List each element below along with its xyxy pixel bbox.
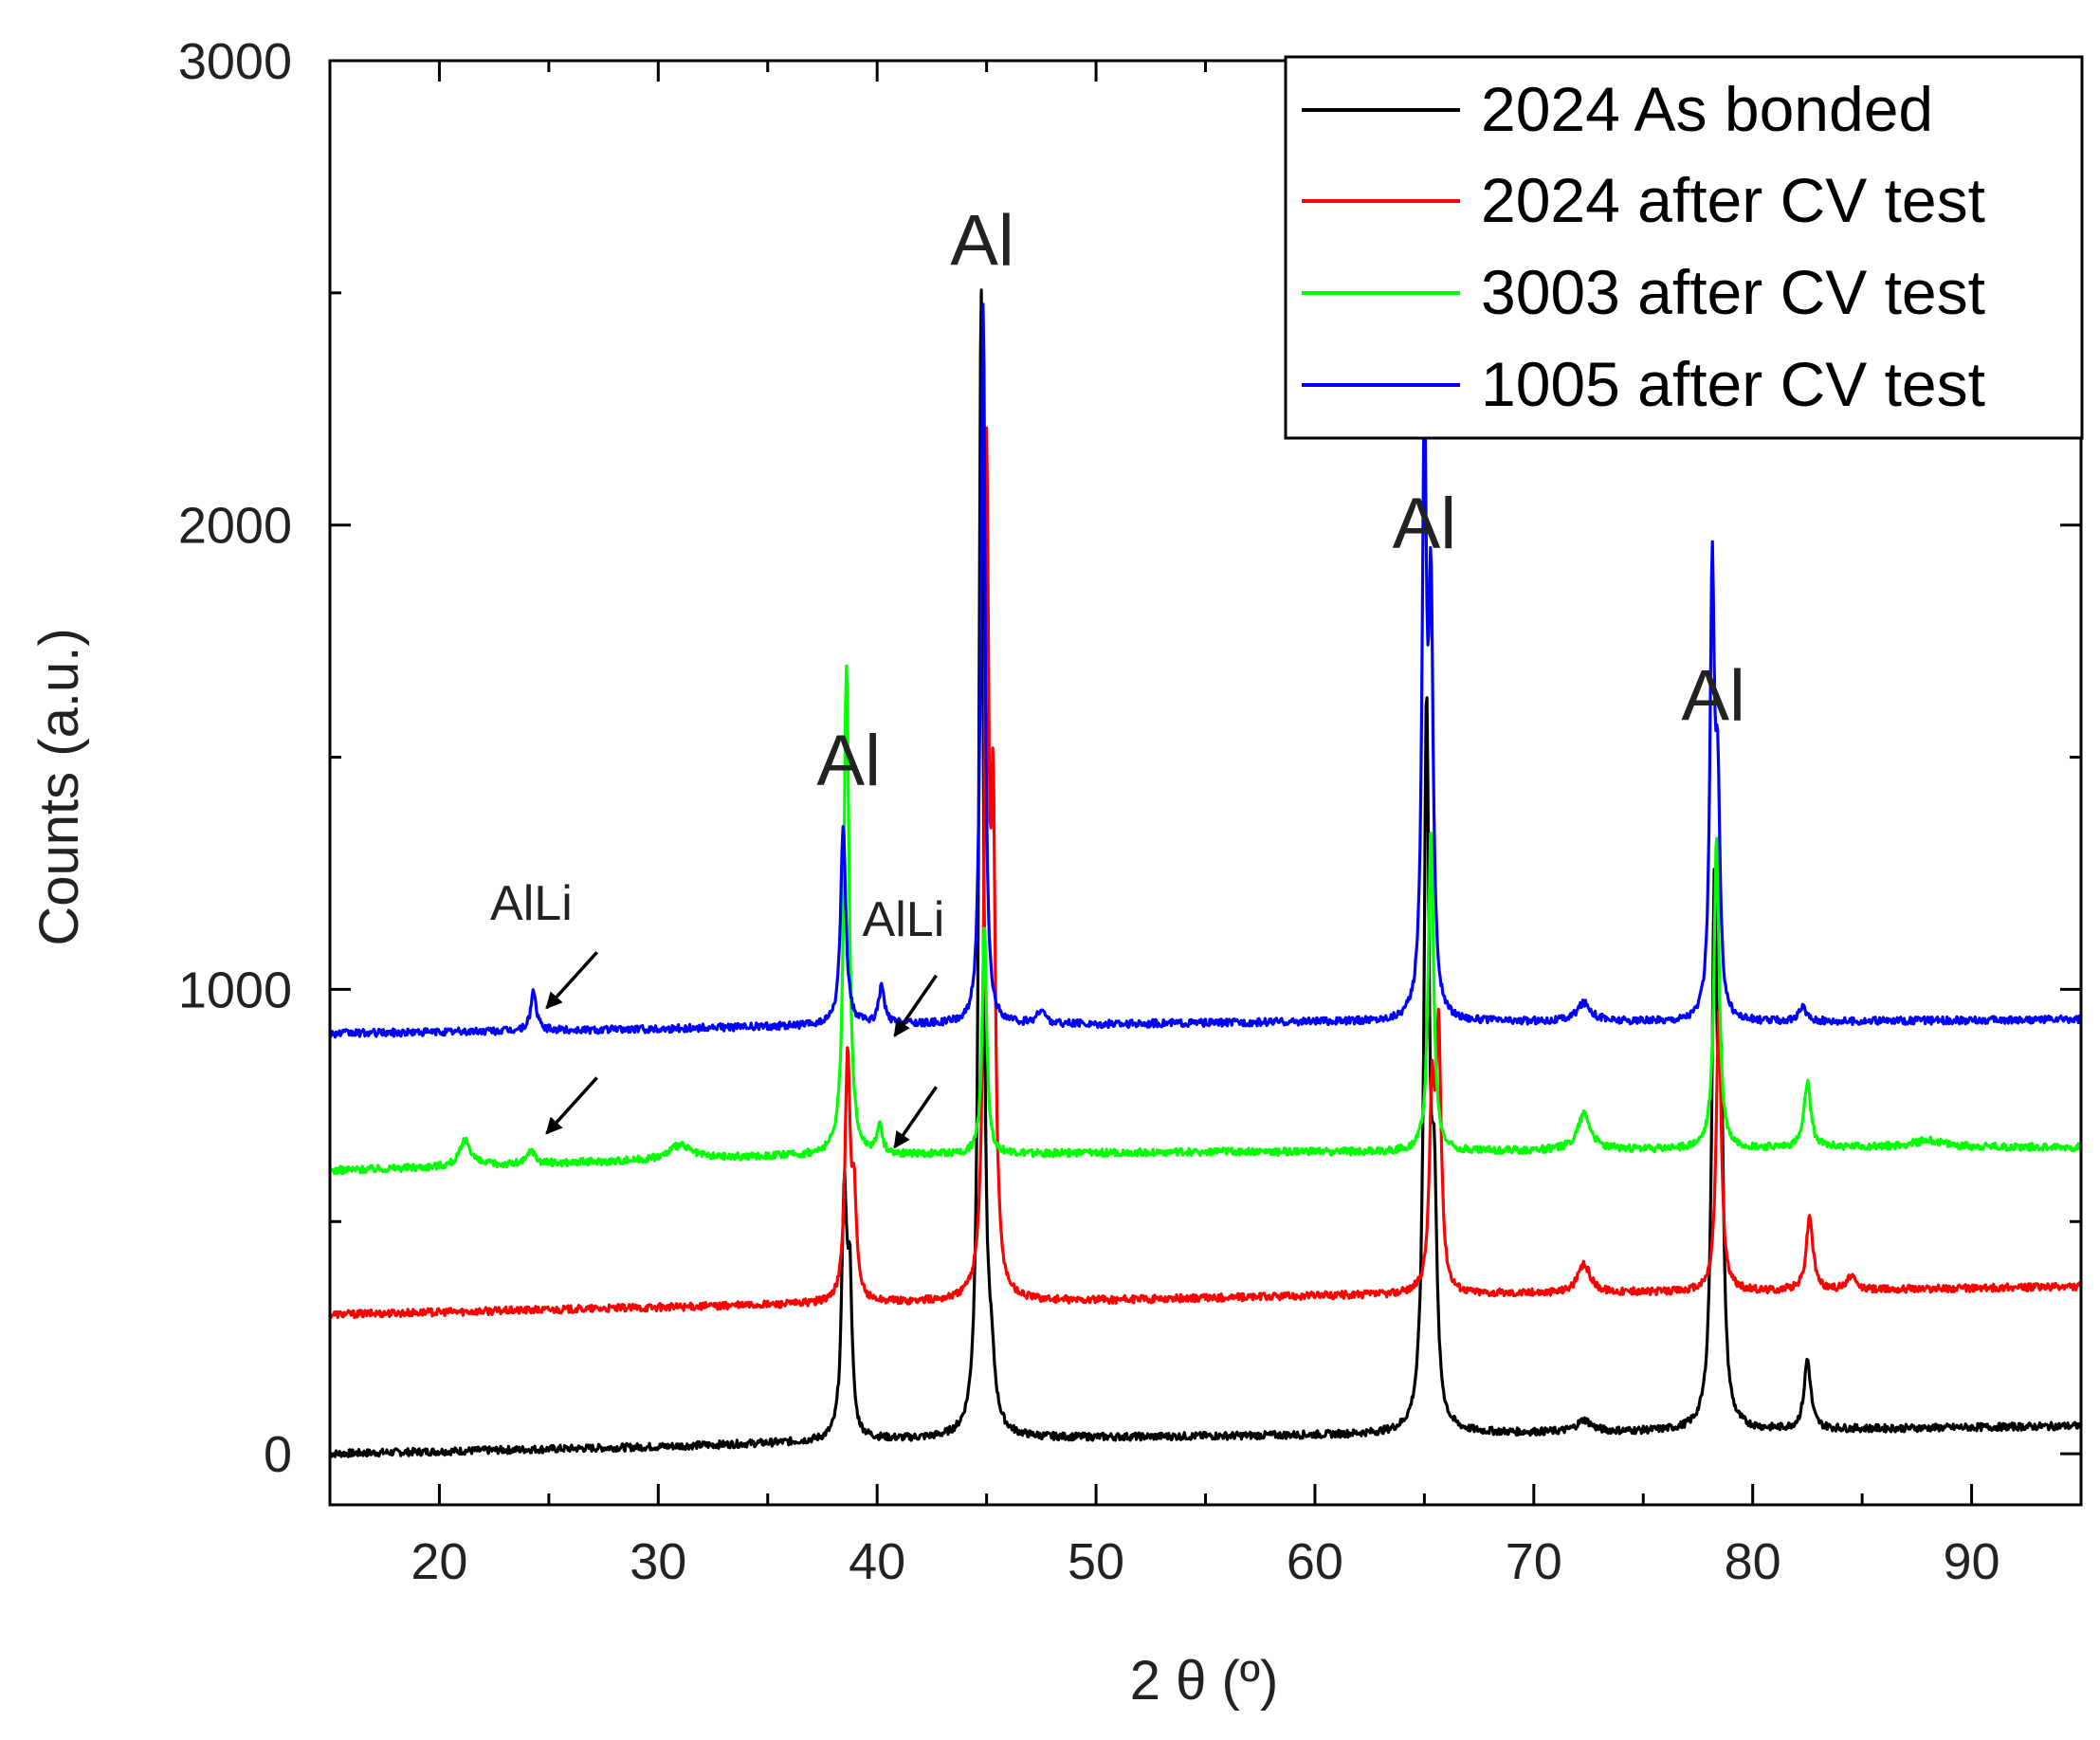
x-tick-label-60: 60 <box>1287 1533 1343 1590</box>
arrow-3 <box>893 1086 938 1149</box>
peak-label-5: AlLi <box>863 892 945 947</box>
series-line-2 <box>330 664 2081 1176</box>
peak-label-0: Al <box>816 721 881 801</box>
legend-label-3: 1005 after CV test <box>1481 349 1985 419</box>
peak-label-4: AlLi <box>490 876 573 931</box>
x-tick-label-40: 40 <box>849 1533 905 1590</box>
y-axis-label: Counts (a.u.) <box>28 628 90 945</box>
peak-label-2: Al <box>1393 484 1457 564</box>
annotation-layer: Al Al Al Al AlLi AlLi <box>490 200 1745 1149</box>
arrow-2 <box>545 1076 598 1135</box>
x-axis-label: 2 θ (º) <box>1130 1650 1279 1712</box>
y-tick-label-3000: 3000 <box>178 33 292 90</box>
x-tick-label-50: 50 <box>1068 1533 1124 1590</box>
y-tick-label-2000: 2000 <box>178 498 292 555</box>
legend-label-1: 2024 after CV test <box>1481 165 1985 235</box>
x-tick-label-80: 80 <box>1725 1533 1781 1590</box>
legend-label-0: 2024 As bonded <box>1481 74 1933 144</box>
legend-box <box>1284 55 2084 440</box>
series-line-0 <box>330 288 2081 1458</box>
arrow-0 <box>545 951 598 1010</box>
series-layer <box>330 288 2081 1458</box>
x-tick-label-90: 90 <box>1944 1533 2000 1590</box>
legend-label-2: 3003 after CV test <box>1481 257 1985 327</box>
peak-label-1: Al <box>950 200 1014 281</box>
legend: 2024 As bonded 2024 after CV test 3003 a… <box>1284 55 2084 440</box>
peak-label-3: Al <box>1681 655 1745 736</box>
y-tick-label-1000: 1000 <box>178 962 292 1018</box>
series-line-1 <box>330 426 2081 1320</box>
x-tick-label-70: 70 <box>1506 1533 1562 1590</box>
x-tick-label-20: 20 <box>411 1533 467 1590</box>
arrow-1 <box>893 974 938 1037</box>
axis-layer: 20 30 40 50 60 70 80 90 0 1000 2000 3000 <box>178 33 2081 1590</box>
series-line-3 <box>330 302 2081 1039</box>
x-tick-label-30: 30 <box>630 1533 686 1590</box>
y-tick-label-0: 0 <box>264 1426 292 1483</box>
